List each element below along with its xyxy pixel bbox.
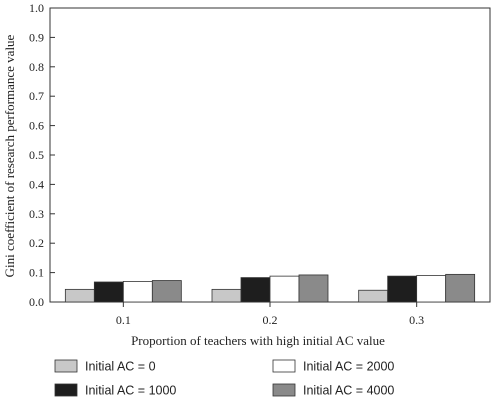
bar-0.3-series-3 bbox=[445, 273, 476, 303]
bar-0.3-series-0 bbox=[358, 289, 389, 303]
bar-0.2-series-3 bbox=[298, 274, 329, 303]
plot-area: 0.0 0.1 0.2 0.3 0.4 0.5 0.6 0.7 0.8 0.9 1.0 0.1 0.2 0… bbox=[29, 1, 491, 327]
bar-0.1-series-3 bbox=[151, 280, 182, 303]
x-tick-label: 0.2 bbox=[263, 313, 278, 327]
y-tick-label: 0.7 bbox=[29, 89, 44, 103]
legend-swatch-1 bbox=[54, 383, 78, 397]
y-axis-label: Gini coefficient of research performance… bbox=[2, 34, 17, 277]
y-tick-label: 0.5 bbox=[29, 148, 44, 162]
legend-swatch-2 bbox=[272, 359, 296, 373]
legend-swatch-3 bbox=[272, 383, 296, 397]
bar-0.1-series-2 bbox=[122, 281, 153, 303]
bar-0.2-series-2 bbox=[269, 275, 300, 303]
legend: Initial AC = 0 Initial AC = 1000 Initial A… bbox=[54, 359, 394, 398]
legend-label-0: Initial AC = 0 bbox=[85, 360, 156, 374]
bar-0.3-series-2 bbox=[416, 275, 447, 303]
bar-0.2-series-1 bbox=[240, 277, 271, 303]
y-tick-label: 0.2 bbox=[29, 236, 44, 250]
legend-label-3: Initial AC = 4000 bbox=[303, 384, 394, 398]
y-tick-label: 0.3 bbox=[29, 207, 44, 221]
bar-0.3-series-1 bbox=[387, 275, 418, 303]
plot-frame bbox=[49, 7, 491, 303]
bar-0.2-series-0 bbox=[211, 288, 242, 303]
legend-label-2: Initial AC = 2000 bbox=[303, 360, 394, 374]
bar-0.1-series-0 bbox=[64, 288, 95, 303]
legend-swatch-0 bbox=[54, 359, 78, 373]
x-tick-label: 0.1 bbox=[116, 313, 131, 327]
y-tick-label: 0.8 bbox=[29, 60, 44, 74]
legend-label-1: Initial AC = 1000 bbox=[85, 384, 176, 398]
x-axis-label: Proportion of teachers with high initial… bbox=[131, 333, 385, 348]
y-tick-label: 0.9 bbox=[29, 30, 44, 44]
y-tick-label: 0.1 bbox=[29, 266, 44, 280]
y-tick-label: 0.0 bbox=[29, 295, 44, 309]
y-tick-label: 1.0 bbox=[29, 1, 44, 15]
bar-0.1-series-1 bbox=[93, 281, 124, 303]
y-tick-label: 0.4 bbox=[29, 177, 44, 191]
y-tick-label: 0.6 bbox=[29, 119, 44, 133]
x-tick-label: 0.3 bbox=[409, 313, 424, 327]
